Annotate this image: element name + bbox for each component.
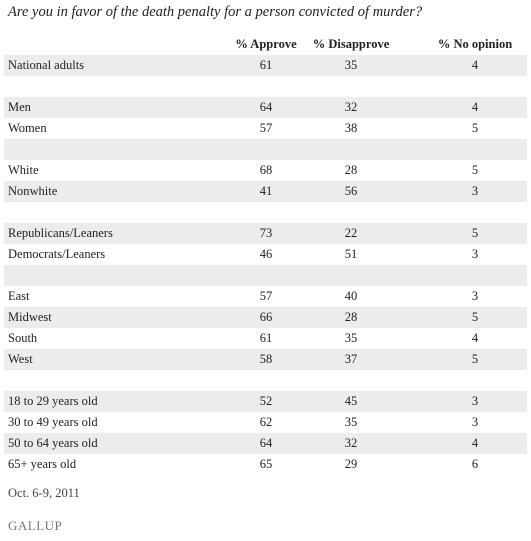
table-row: Democrats/Leaners 46 51 3 — [4, 244, 527, 265]
table-row: Republicans/Leaners 73 22 5 — [4, 223, 527, 244]
cell-value: 5 — [471, 352, 479, 366]
table-row: 50 to 64 years old 64 32 4 — [4, 433, 527, 454]
cell-value: 64 — [259, 100, 273, 114]
table-row: Nonwhite 41 56 3 — [4, 181, 527, 202]
cell-value: 57 — [259, 121, 273, 135]
cell-value: 22 — [344, 226, 358, 240]
table-row: National adults 61 35 4 — [4, 55, 527, 76]
cell-value: 73 — [259, 226, 273, 240]
cell-value: 57 — [259, 289, 273, 303]
cell-value: 3 — [471, 289, 479, 303]
cell-value: 64 — [259, 436, 273, 450]
column-header: % Approve — [235, 37, 297, 51]
row-label: Nonwhite — [8, 184, 58, 198]
cell-value: 3 — [471, 184, 479, 198]
cell-value: 38 — [344, 121, 358, 135]
source-logo: GALLUP — [8, 518, 63, 533]
row-label: Republicans/Leaners — [8, 226, 113, 240]
cell-value: 37 — [344, 352, 358, 366]
row-label: Democrats/Leaners — [8, 247, 106, 261]
cell-value: 35 — [344, 58, 358, 72]
cell-value: 41 — [259, 184, 273, 198]
question-title: Are you in favor of the death penalty fo… — [8, 4, 423, 20]
table-row: East 57 40 3 — [4, 286, 527, 307]
cell-value: 3 — [471, 415, 479, 429]
table-row: 30 to 49 years old 62 35 3 — [4, 412, 527, 433]
column-header: % Disapprove — [312, 37, 390, 51]
table-row: Men 64 32 4 — [4, 97, 527, 118]
cell-value: 5 — [471, 226, 479, 240]
cell-value: 32 — [344, 436, 358, 450]
table-row: South 61 35 4 — [4, 328, 527, 349]
spacer-row — [4, 76, 527, 97]
table-row: 18 to 29 years old 52 45 3 — [4, 391, 527, 412]
spacer-row — [4, 139, 527, 160]
row-label: 30 to 49 years old — [8, 415, 98, 429]
cell-value: 40 — [344, 289, 358, 303]
cell-value: 58 — [259, 352, 273, 366]
table-row: Midwest 66 28 5 — [4, 307, 527, 328]
row-label: West — [8, 352, 33, 366]
cell-value: 4 — [471, 436, 479, 450]
spacer-row — [4, 370, 527, 391]
cell-value: 45 — [344, 394, 358, 408]
row-label: White — [8, 163, 39, 177]
cell-value: 5 — [471, 121, 479, 135]
row-label: 50 to 64 years old — [8, 436, 98, 450]
row-label: Midwest — [8, 310, 52, 324]
cell-value: 61 — [259, 331, 273, 345]
cell-value: 3 — [471, 394, 479, 408]
cell-value: 35 — [344, 415, 358, 429]
cell-value: 4 — [471, 331, 479, 345]
cell-value: 61 — [259, 58, 273, 72]
cell-value: 51 — [344, 247, 358, 261]
cell-value: 66 — [259, 310, 273, 324]
cell-value: 56 — [344, 184, 358, 198]
cell-value: 52 — [259, 394, 273, 408]
table-row: Women 57 38 5 — [4, 118, 527, 139]
cell-value: 4 — [471, 58, 479, 72]
row-label: 18 to 29 years old — [8, 394, 98, 408]
row-label: National adults — [8, 58, 85, 72]
cell-value: 3 — [471, 247, 479, 261]
cell-value: 62 — [259, 415, 273, 429]
row-label: Men — [8, 100, 31, 114]
table-row: White 68 28 5 — [4, 160, 527, 181]
cell-value: 28 — [344, 310, 358, 324]
cell-value: 68 — [259, 163, 273, 177]
row-label: East — [8, 289, 30, 303]
cell-value: 46 — [259, 247, 273, 261]
cell-value: 5 — [471, 310, 479, 324]
table-row: West 58 37 5 — [4, 349, 527, 370]
cell-value: 6 — [471, 457, 479, 471]
cell-value: 28 — [344, 163, 358, 177]
cell-value: 65 — [259, 457, 273, 471]
row-label: Women — [8, 121, 47, 135]
survey-date: Oct. 6-9, 2011 — [8, 486, 80, 500]
cell-value: 4 — [471, 100, 479, 114]
cell-value: 32 — [344, 100, 358, 114]
table-row: 65+ years old 65 29 6 — [4, 454, 527, 475]
column-header: % No opinion — [437, 37, 513, 51]
cell-value: 29 — [344, 457, 358, 471]
row-label: 65+ years old — [8, 457, 77, 471]
spacer-row — [4, 202, 527, 223]
spacer-row — [4, 265, 527, 286]
cell-value: 5 — [471, 163, 479, 177]
row-label: South — [8, 331, 38, 345]
cell-value: 35 — [344, 331, 358, 345]
